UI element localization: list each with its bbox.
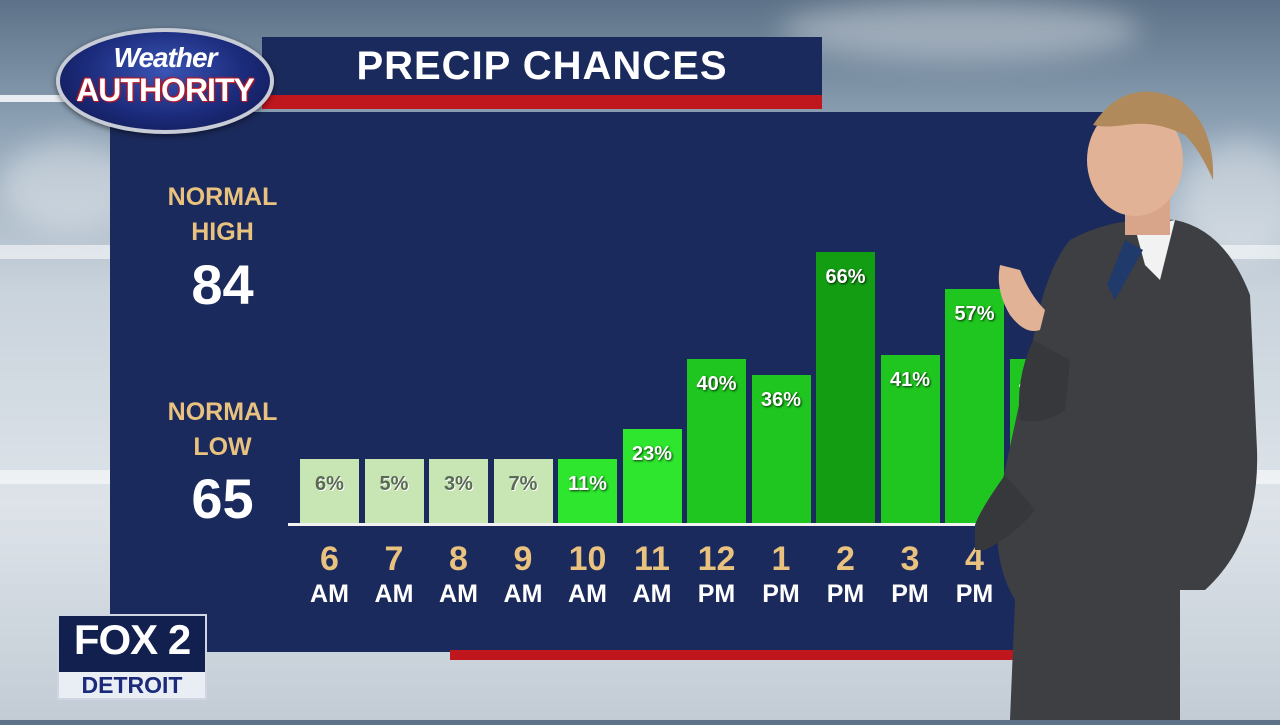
x-tick-hour: 6	[320, 540, 339, 578]
normal-low-value: 65	[191, 467, 254, 530]
x-tick-hour: 12	[697, 540, 736, 578]
x-tick-ampm: PM	[697, 580, 736, 608]
x-tick-hour: 1	[771, 540, 791, 578]
bar-data-label: 57%	[954, 303, 995, 326]
bar-data-label: 5%	[379, 473, 409, 495]
bar-data-label: 23%	[631, 442, 673, 465]
x-tick-hour: 9	[513, 540, 533, 578]
x-tick-ampm: AM	[374, 580, 414, 608]
board-bottom-accent	[450, 650, 1168, 660]
bar-7-am	[364, 459, 424, 523]
normal-high-label-line2: HIGH	[191, 218, 254, 246]
x-tick-ampm: AM	[439, 580, 478, 608]
x-tick-hour: 2	[836, 540, 855, 578]
x-tick-ampm: PM	[891, 580, 929, 608]
bar-data-label: 36%	[760, 389, 802, 412]
bar-data-label: 6%	[315, 473, 344, 495]
background-cloud	[780, 0, 1140, 60]
bar-data-label: 40%	[696, 373, 737, 395]
normal-high-value: 84	[191, 253, 254, 316]
x-tick-hour: 11	[634, 540, 670, 578]
x-tick-ampm: AM	[503, 580, 543, 608]
weather-authority-logo	[56, 28, 274, 134]
station-city: DETROIT	[59, 672, 205, 698]
x-tick-hour: 7	[384, 540, 404, 578]
x-tick-ampm: PM	[826, 580, 865, 608]
bar-12-pm	[687, 359, 746, 523]
station-name: FOX 2	[73, 616, 191, 663]
chart-title: PRECIP CHANCES	[356, 44, 728, 88]
chart-baseline	[288, 523, 1058, 526]
x-tick-ampm: AM	[310, 580, 349, 608]
title-underline	[262, 95, 822, 109]
bar-8-am	[429, 459, 488, 523]
bar-data-label: 11%	[568, 473, 607, 495]
bar-4-pm	[945, 289, 1004, 523]
x-tick-ampm: AM	[568, 580, 607, 608]
bar-1-pm	[751, 375, 811, 523]
normal-low-label-line2: LOW	[193, 433, 252, 461]
bar-2-pm	[816, 252, 875, 523]
presenter	[895, 80, 1275, 720]
logo-text-top: Weather	[113, 42, 218, 73]
bar-10-am	[558, 459, 617, 523]
bar-data-label: 66%	[825, 266, 866, 289]
x-tick-hour: 10	[568, 540, 607, 578]
bar-data-label: 41%	[889, 368, 931, 391]
bar-data-label: 7%	[508, 473, 538, 495]
x-tick-ampm: PM	[762, 580, 800, 608]
normal-high-label-line1: NORMAL	[167, 183, 278, 211]
logo-text-bottom: AUTHORITY	[76, 72, 255, 108]
x-tick-ampm: AM	[632, 580, 672, 608]
normal-low-label-line1: NORMAL	[167, 398, 278, 426]
bar-6-am	[300, 459, 359, 523]
bar-9-am	[493, 459, 553, 523]
bar-data-label: 3%	[444, 473, 473, 495]
bar-11-am	[622, 428, 682, 523]
title-bar	[262, 37, 822, 95]
x-tick-hour: 3	[900, 540, 920, 578]
bar-3-pm	[880, 354, 940, 523]
x-tick-hour: 8	[449, 540, 468, 578]
x-tick-ampm: PM	[955, 580, 994, 608]
presenter-figure	[895, 91, 1258, 720]
